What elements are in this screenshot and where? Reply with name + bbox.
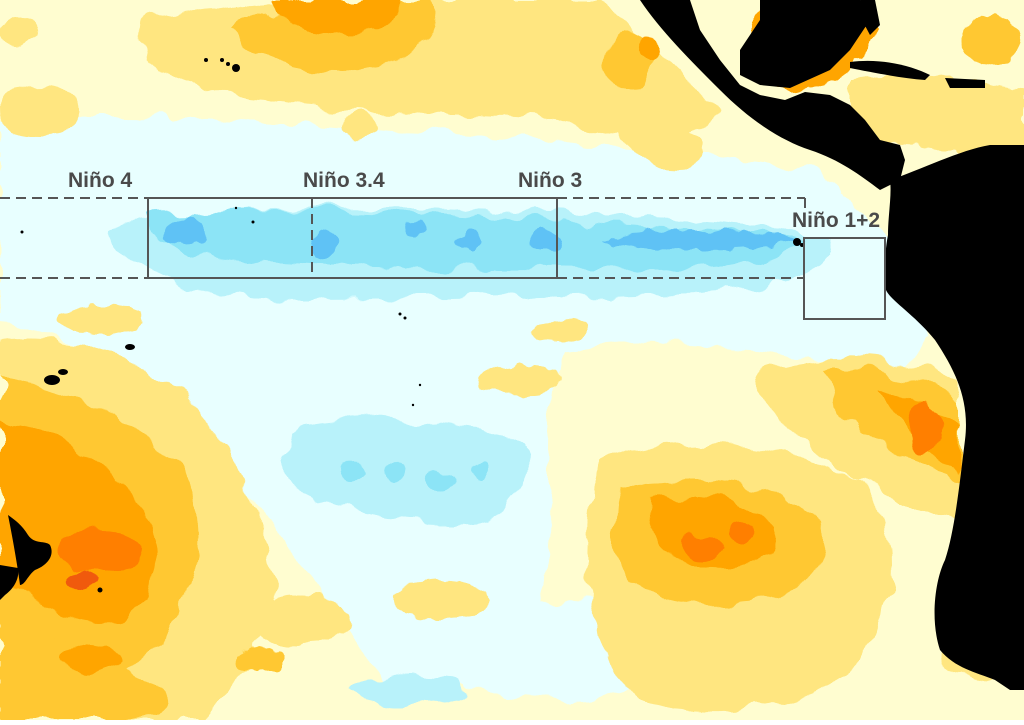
warm-anomaly-southeast	[585, 359, 1020, 710]
nino12-box	[803, 237, 886, 320]
land-florida	[860, 0, 880, 35]
warm-anomaly-southwest	[0, 338, 272, 720]
cool-anomaly-core	[163, 220, 795, 259]
cool-anomaly-south-pacific	[283, 419, 528, 705]
nino3-label: Niño 3	[518, 169, 583, 192]
nino-region-boxes	[0, 197, 886, 320]
land-south-america	[884, 145, 1024, 690]
land-new-zealand-north	[8, 515, 52, 585]
land-hawaii	[232, 64, 240, 72]
nino12-label: Niño 1+2	[792, 209, 881, 232]
nino4-label: Niño 4	[68, 169, 133, 192]
land-masses	[0, 0, 1024, 690]
land-galapagos	[793, 238, 801, 246]
land-cuba	[850, 60, 930, 80]
nino34-label: Niño 3.4	[303, 169, 385, 192]
land-central-america	[640, 0, 905, 190]
land-hispaniola	[945, 78, 985, 88]
land-fiji	[44, 375, 60, 385]
nino34-box	[147, 197, 558, 279]
land-new-zealand-south	[0, 565, 19, 600]
warm-anomaly-north	[0, 0, 720, 169]
warm-patches-scattered	[55, 306, 590, 672]
